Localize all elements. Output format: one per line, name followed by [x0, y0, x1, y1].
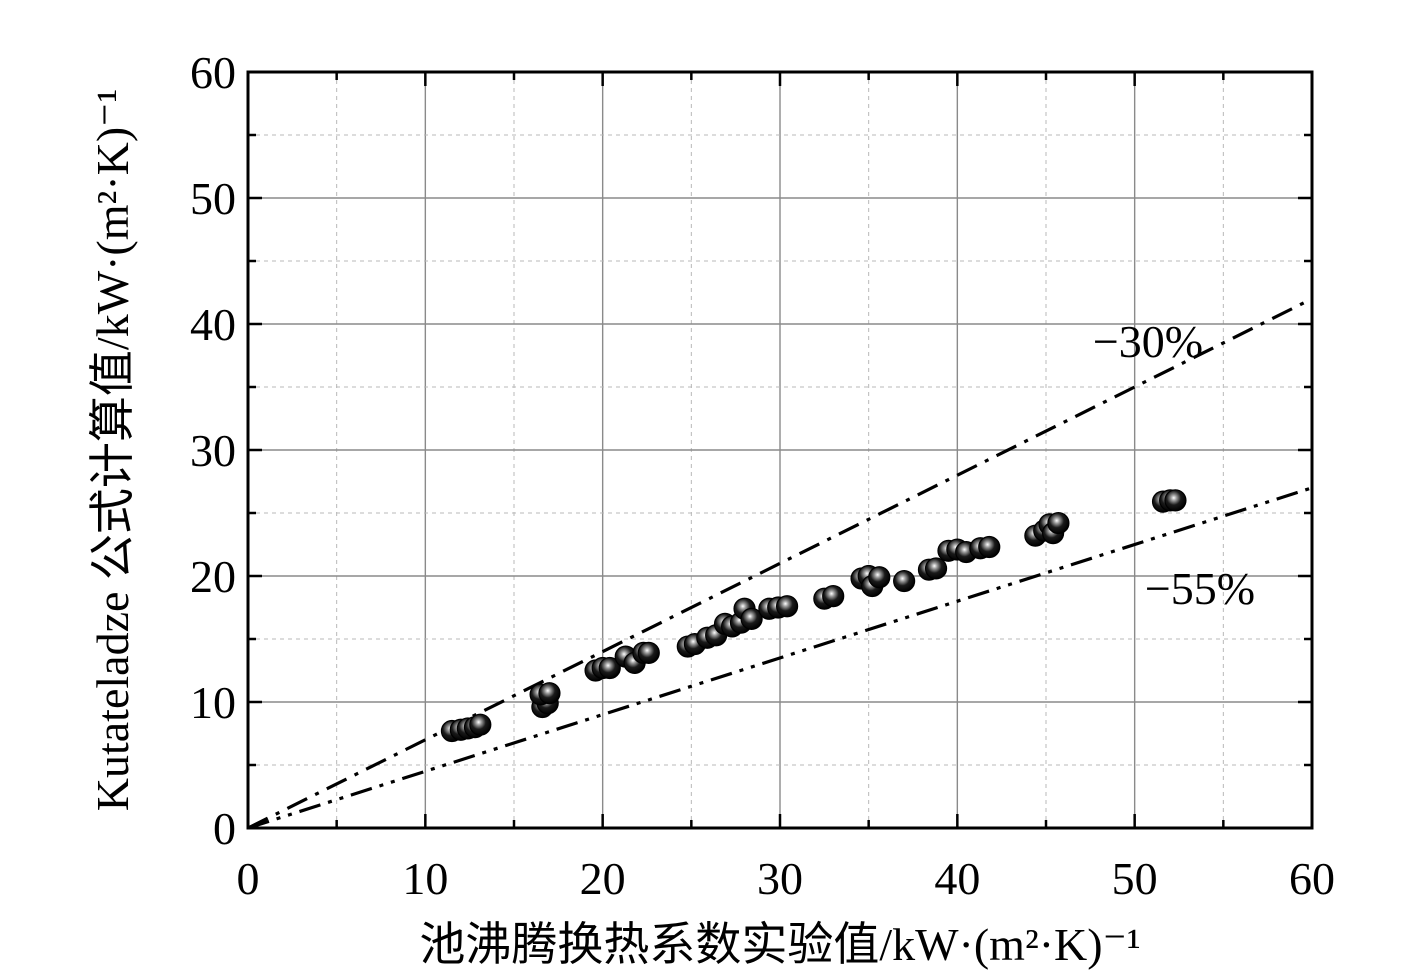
x-tick-label: 40: [934, 853, 980, 904]
data-point: [893, 569, 916, 593]
data-point: [538, 682, 561, 705]
data-point: [775, 595, 799, 618]
axis-ticks: [246, 70, 1314, 830]
reference-line-label-minus-30pct: −30%: [1093, 316, 1203, 367]
x-axis-title: 池沸腾换热系数实验值/kW·(m²·K)⁻¹: [419, 919, 1140, 970]
data-point: [598, 656, 621, 680]
tick-labels: 0 10 20 30 40 50 60 0 10 20 30 40 50 60: [190, 47, 1335, 904]
data-point: [822, 585, 845, 608]
data-point: [868, 566, 891, 589]
reference-line-label-minus-55pct: −55%: [1145, 563, 1255, 614]
data-point: [1164, 489, 1187, 512]
y-tick-label: 20: [190, 551, 236, 602]
data-point: [740, 607, 763, 630]
x-tick-label: 50: [1112, 853, 1158, 904]
data-point: [637, 641, 660, 664]
y-axis-title: Kutateladze 公式计算值/kW·(m²·K)⁻¹: [87, 89, 138, 811]
y-tick-label: 0: [213, 803, 236, 854]
y-tick-label: 60: [190, 47, 236, 98]
y-tick-label: 40: [190, 299, 236, 350]
data-point: [924, 557, 948, 580]
x-tick-label: 20: [580, 853, 626, 904]
reference-line-minus-55pct: [248, 486, 1312, 828]
data-point: [978, 535, 1001, 559]
reference-lines: [248, 297, 1312, 828]
grid: [248, 72, 1312, 828]
x-tick-label: 0: [237, 853, 260, 904]
x-tick-label: 60: [1289, 853, 1335, 904]
x-tick-label: 10: [402, 853, 448, 904]
y-tick-label: 30: [190, 425, 236, 476]
reference-line-labels: −30% −55%: [1093, 316, 1255, 614]
data-point: [1047, 511, 1070, 535]
data-point: [469, 713, 492, 736]
y-tick-label: 50: [190, 173, 236, 224]
x-tick-label: 30: [757, 853, 803, 904]
data-points: [440, 489, 1187, 743]
y-tick-label: 10: [190, 677, 236, 728]
